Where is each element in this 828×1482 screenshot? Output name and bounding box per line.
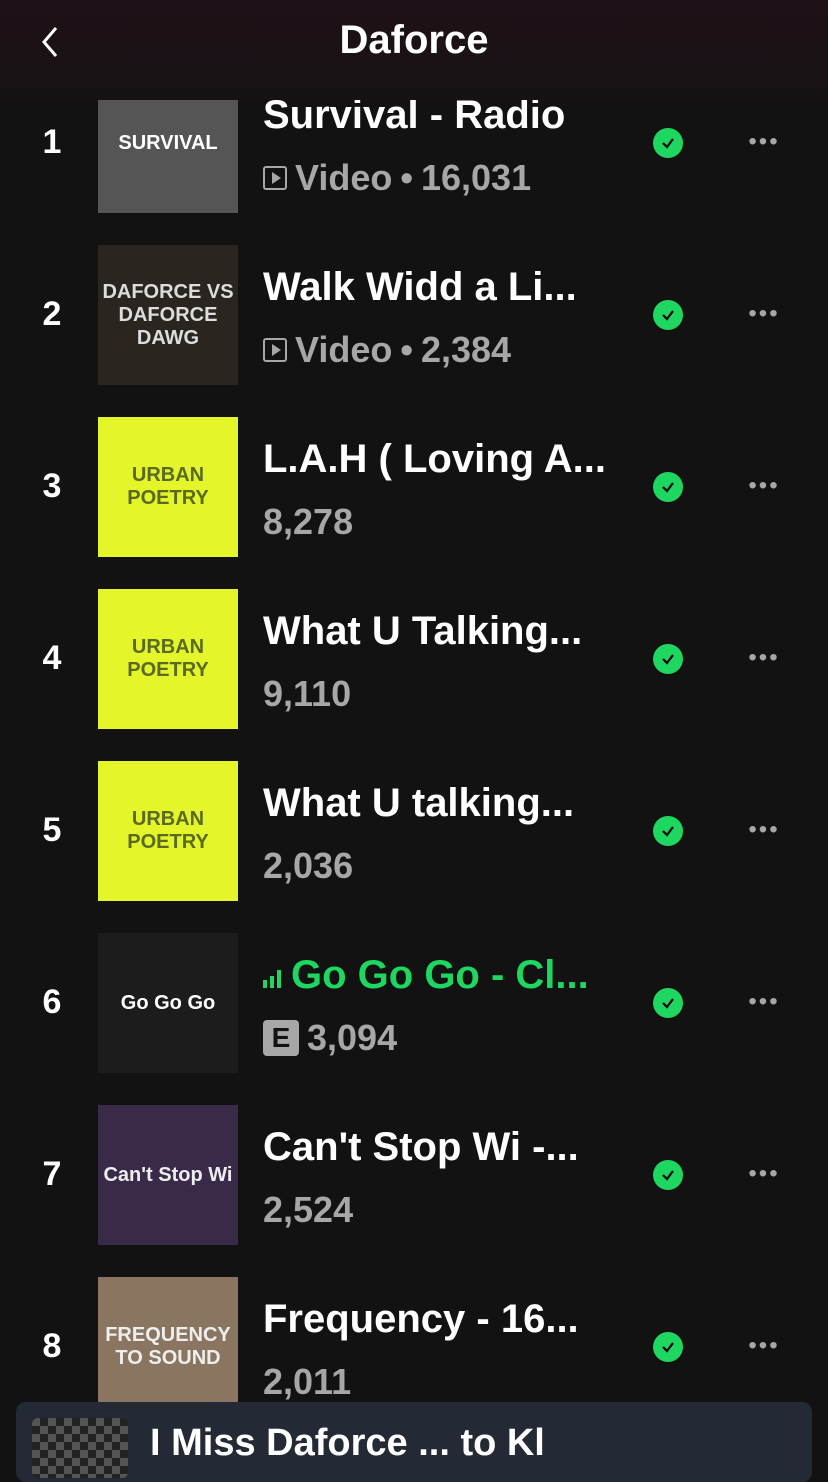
separator: • — [400, 157, 413, 198]
album-art: FREQUENCY TO SOUND — [98, 1277, 238, 1417]
more-options-icon[interactable]: ••• — [748, 816, 780, 843]
downloaded-check-icon[interactable] — [653, 644, 683, 674]
play-count: 8,278 — [263, 501, 354, 542]
track-row[interactable]: 1 SURVIVAL Survival - Radio Video • 16,031… — [0, 73, 828, 213]
track-row[interactable]: 2 DAFORCE VS DAFORCE DAWG Walk Widd a Li… — [0, 245, 828, 385]
more-options-icon[interactable]: ••• — [748, 644, 780, 671]
track-row[interactable]: 6 Go Go Go Go Go Go - Cl... E 3,094 ••• — [0, 933, 828, 1073]
track-row[interactable]: 8 FREQUENCY TO SOUND Frequency - 16... 2… — [0, 1277, 828, 1417]
album-art: URBAN POETRY — [98, 589, 238, 729]
album-art: DAFORCE VS DAFORCE DAWG — [98, 245, 238, 385]
play-count: 2,036 — [263, 845, 354, 886]
track-title-text: Survival - Radio — [263, 93, 566, 137]
explicit-badge: E — [263, 1020, 299, 1056]
track-title: L.A.H ( Loving A... — [263, 437, 606, 482]
downloaded-check-icon[interactable] — [653, 128, 683, 158]
track-row[interactable]: 7 Can't Stop Wi Can't Stop Wi -... 2,524… — [0, 1105, 828, 1245]
more-options-icon[interactable]: ••• — [748, 988, 780, 1015]
more-options-icon[interactable]: ••• — [748, 300, 780, 327]
album-art: URBAN POETRY — [98, 417, 238, 557]
play-count: 2,524 — [263, 1189, 354, 1230]
play-count: 2,011 — [263, 1361, 352, 1402]
downloaded-check-icon[interactable] — [653, 300, 683, 330]
album-art-text: FREQUENCY TO SOUND — [105, 1324, 231, 1369]
track-title-text: L.A.H ( Loving A... — [263, 437, 606, 481]
now-playing-icon — [263, 970, 281, 988]
album-art: Can't Stop Wi — [98, 1105, 238, 1245]
track-title: Survival - Radio — [263, 93, 565, 138]
track-title: What U talking... — [263, 781, 574, 826]
track-subtitle: 2,036 — [263, 845, 353, 887]
track-row[interactable]: 5 URBAN POETRY What U talking... 2,036 •… — [0, 761, 828, 901]
play-count: 2,384 — [420, 329, 512, 370]
track-subtitle: Video • 16,031 — [263, 157, 531, 199]
album-art-text: URBAN POETRY — [127, 464, 209, 509]
track-title-text: What U Talking... — [263, 609, 583, 653]
album-art-text: URBAN POETRY — [127, 808, 209, 853]
track-rank: 5 — [42, 811, 62, 849]
downloaded-check-icon[interactable] — [653, 472, 683, 502]
more-options-icon[interactable]: ••• — [748, 472, 780, 499]
track-row[interactable]: 4 URBAN POETRY What U Talking... 9,110 •… — [0, 589, 828, 729]
track-title: Frequency - 16... — [263, 1297, 579, 1342]
video-label: Video — [295, 157, 393, 198]
track-subtitle: 2,011 — [263, 1361, 351, 1403]
track-title: Go Go Go - Cl... — [263, 953, 589, 998]
track-rank: 6 — [42, 983, 62, 1021]
downloaded-check-icon[interactable] — [653, 1160, 683, 1190]
separator: • — [400, 329, 413, 370]
track-title-text: Walk Widd a Li... — [263, 265, 577, 309]
track-rank: 4 — [42, 639, 62, 677]
album-art-text: URBAN POETRY — [127, 636, 209, 681]
track-title-text: Can't Stop Wi -... — [263, 1125, 579, 1169]
track-subtitle: E 3,094 — [263, 1017, 397, 1059]
track-title-text: What U talking... — [263, 781, 575, 825]
mini-player[interactable]: I Miss Daforce ... to Kl — [16, 1402, 812, 1482]
video-icon — [263, 338, 287, 362]
mini-player-art — [32, 1418, 128, 1478]
downloaded-check-icon[interactable] — [653, 988, 683, 1018]
album-art-text: Go Go Go — [120, 991, 216, 1014]
more-options-icon[interactable]: ••• — [748, 1332, 780, 1359]
album-art-text: SURVIVAL — [118, 131, 218, 154]
album-art-text: DAFORCE VS DAFORCE DAWG — [102, 280, 234, 349]
track-title: Can't Stop Wi -... — [263, 1125, 579, 1170]
track-rank: 2 — [42, 295, 62, 333]
track-title: What U Talking... — [263, 609, 582, 654]
downloaded-check-icon[interactable] — [653, 816, 683, 846]
track-title-text: Frequency - 16... — [263, 1297, 579, 1341]
track-rank: 1 — [42, 123, 62, 161]
track-title: Walk Widd a Li... — [263, 265, 577, 310]
more-options-icon[interactable]: ••• — [748, 1160, 780, 1187]
video-icon — [263, 166, 287, 190]
back-icon[interactable] — [32, 22, 72, 62]
album-art-text: Can't Stop Wi — [103, 1163, 233, 1186]
album-art: URBAN POETRY — [98, 761, 238, 901]
downloaded-check-icon[interactable] — [653, 1332, 683, 1362]
mini-player-title: I Miss Daforce ... to Kl — [150, 1422, 545, 1464]
header: Daforce — [0, 0, 828, 100]
track-rank: 8 — [42, 1327, 62, 1365]
track-subtitle: 9,110 — [263, 673, 351, 715]
play-count: 3,094 — [307, 1017, 398, 1058]
track-subtitle: Video • 2,384 — [263, 329, 511, 371]
track-rank: 3 — [42, 467, 62, 505]
track-subtitle: 2,524 — [263, 1189, 353, 1231]
track-row[interactable]: 3 URBAN POETRY L.A.H ( Loving A... 8,278… — [0, 417, 828, 557]
more-options-icon[interactable]: ••• — [748, 128, 780, 155]
video-label: Video — [295, 329, 393, 370]
play-count: 16,031 — [420, 157, 532, 198]
track-rank: 7 — [42, 1155, 62, 1193]
track-subtitle: 8,278 — [263, 501, 353, 543]
album-art: Go Go Go — [98, 933, 238, 1073]
play-count: 9,110 — [263, 673, 352, 714]
page-title: Daforce — [339, 18, 489, 62]
track-title-text: Go Go Go - Cl... — [291, 953, 589, 997]
